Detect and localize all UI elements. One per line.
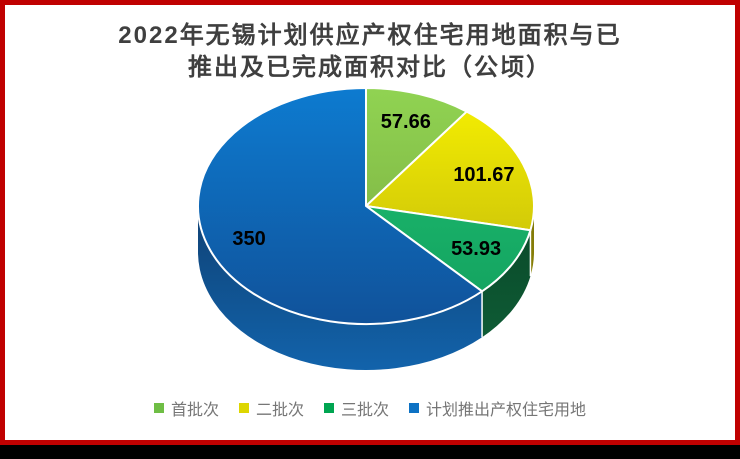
chart-title-line2: 推出及已完成面积对比（公顷） xyxy=(188,54,552,81)
legend-item: 三批次 xyxy=(324,396,389,420)
pie-data-label: 101.67 xyxy=(453,164,514,186)
pie-slice xyxy=(197,87,484,325)
legend-item: 计划推出产权住宅用地 xyxy=(409,396,586,420)
legend-label: 三批次 xyxy=(341,402,390,419)
bottom-black-bar xyxy=(0,445,740,459)
pie-data-label: 350 xyxy=(232,228,265,250)
legend-label: 计划推出产权住宅用地 xyxy=(426,402,587,419)
chart-legend: 首批次 二批次 三批次 计划推出产权住宅用地 xyxy=(0,396,740,420)
legend-item: 二批次 xyxy=(238,396,304,420)
pie-slice xyxy=(365,87,468,207)
pie-slice-side xyxy=(198,206,483,370)
legend-label: 首批次 xyxy=(170,402,219,419)
legend-swatch-icon xyxy=(153,403,164,413)
pie-data-label: 53.93 xyxy=(451,238,501,260)
legend-label: 二批次 xyxy=(255,402,304,419)
legend-swatch-icon xyxy=(238,403,249,413)
legend-item: 首批次 xyxy=(153,396,219,420)
pie-slice xyxy=(365,110,535,232)
legend-swatch-icon xyxy=(324,403,334,413)
pie-chart: 57.66 101.67 53.93 350 xyxy=(197,87,535,370)
chart-title: 2022年无锡计划供应产权住宅用地面积与已 推出及已完成面积对比（公顷） xyxy=(0,20,740,84)
pie-data-label: 57.66 xyxy=(381,111,431,133)
pie-slice xyxy=(365,205,532,293)
chart-title-line1: 2022年无锡计划供应产权住宅用地面积与已 xyxy=(118,22,622,49)
legend-swatch-icon xyxy=(409,403,420,413)
